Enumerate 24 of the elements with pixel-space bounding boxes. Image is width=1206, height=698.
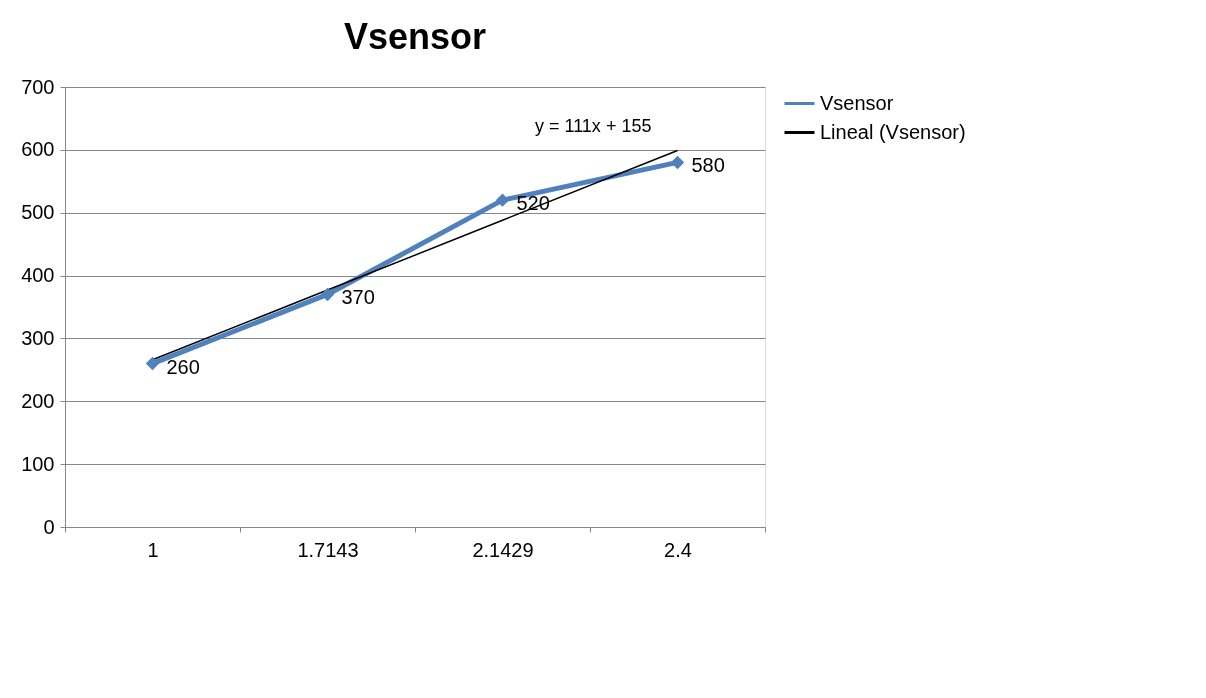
data-label: 370 [341,286,375,309]
chart-title: Vsensor [343,16,487,57]
point [145,356,160,371]
y-tick-label: 500 [21,201,55,224]
point [320,287,335,302]
x-tick-label: 2.4 [664,538,692,561]
data-label: 260 [166,355,200,378]
legend-label: Vsensor [820,91,894,114]
x-tick-label: 2.1429 [472,538,534,561]
y-tick-label: 0 [43,515,55,538]
y-tick-label: 100 [21,452,55,475]
data-label: 580 [691,154,725,177]
data-label: 520 [516,192,550,215]
legend-label: Lineal (Vsensor) [820,120,966,143]
x-tick-label: 1 [147,538,159,561]
y-tick-label: 700 [21,75,55,98]
y-tick-label: 600 [21,138,55,161]
annotation: y = 111x + 155 [535,116,652,136]
point [670,155,685,170]
y-tick-label: 300 [21,326,55,349]
point [495,193,510,207]
y-tick-label: 200 [21,389,55,412]
y-tick-label: 400 [21,264,55,287]
x-tick-label: 1.7143 [297,538,359,561]
